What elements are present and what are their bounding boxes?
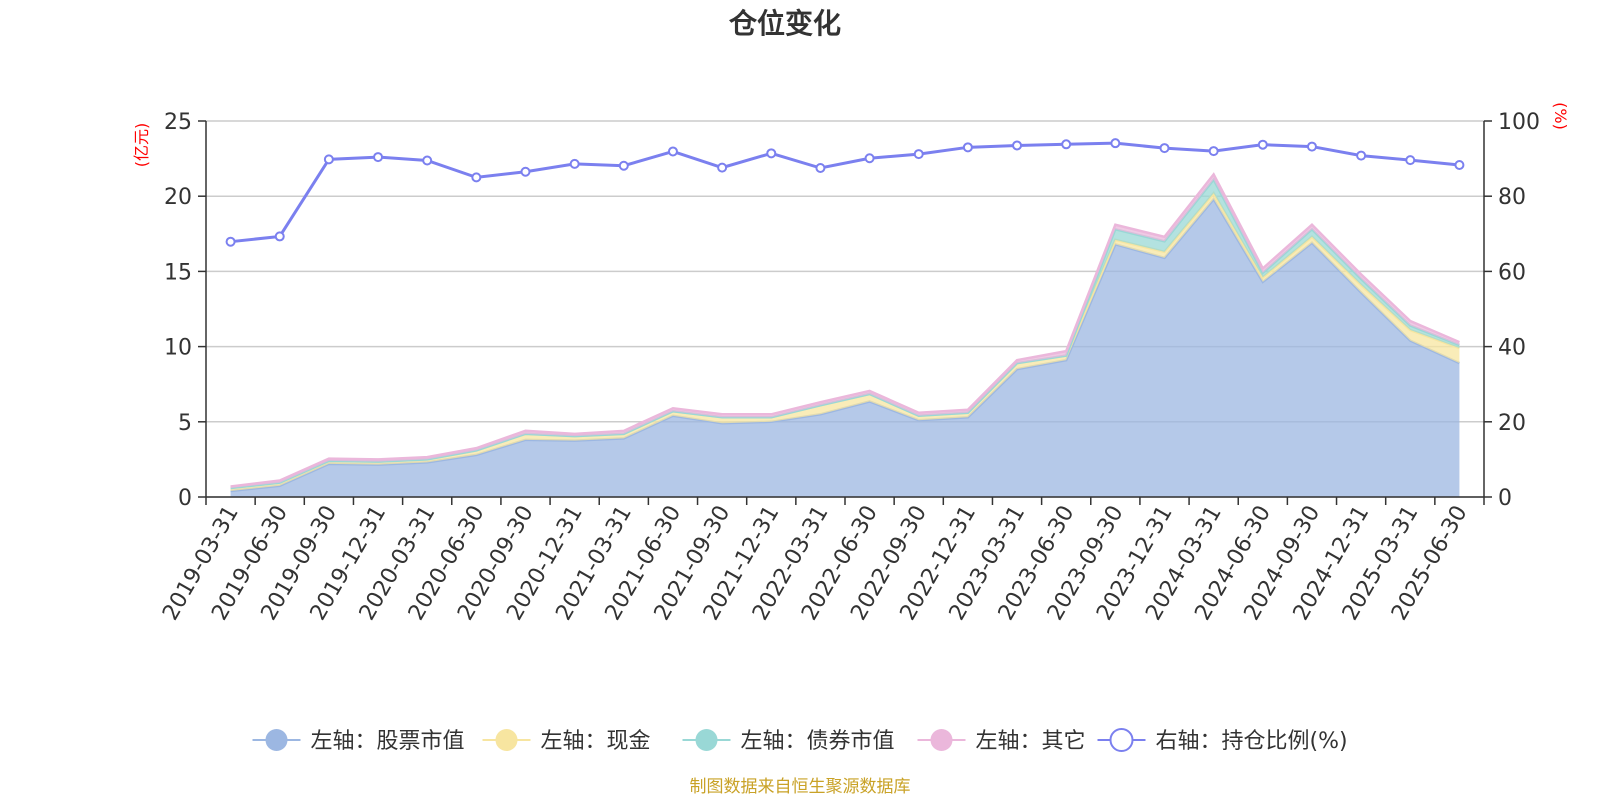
ratio-point — [717, 162, 728, 173]
ratio-point — [373, 152, 384, 163]
ratio-point — [1306, 141, 1317, 152]
right-tick-label: 100 — [1498, 110, 1540, 135]
right-tick-label: 40 — [1498, 336, 1526, 361]
ratio-point — [1110, 138, 1121, 149]
ratio-point — [864, 153, 875, 164]
ratio-point — [225, 236, 236, 247]
ratio-point — [274, 231, 285, 242]
ratio-point — [815, 163, 826, 173]
ratio-point — [1454, 159, 1465, 170]
legend-item: 左轴：现金 — [482, 729, 651, 754]
legend-item: 右轴：持仓比例(%) — [1097, 728, 1348, 754]
legend-marker — [1109, 728, 1134, 752]
legend-marker — [930, 729, 953, 751]
legend-label: 左轴：现金 — [541, 729, 651, 754]
ratio-point — [766, 148, 777, 159]
legend-marker — [495, 729, 518, 751]
stacked-areas — [230, 172, 1460, 497]
right-axis-unit: (%) — [1551, 102, 1570, 130]
left-tick-label: 5 — [178, 411, 192, 436]
ratio-point — [1405, 155, 1416, 166]
ratio-line-path — [230, 141, 1460, 244]
ratio-point — [1356, 150, 1367, 161]
chart-title: 仓位变化 — [729, 7, 841, 40]
legend-label: 右轴：持仓比例(%) — [1156, 729, 1348, 754]
legend-label: 左轴：债券市值 — [741, 729, 895, 754]
right-tick-label: 0 — [1498, 486, 1512, 511]
legend-item: 左轴：债券市值 — [682, 729, 895, 754]
legend-item: 左轴：其它 — [917, 729, 1086, 754]
left-tick-label: 25 — [164, 110, 192, 135]
right-tick-label: 20 — [1498, 411, 1526, 436]
ratio-point — [913, 149, 924, 160]
legend-label: 左轴：股票市值 — [311, 729, 465, 754]
legend-marker — [695, 729, 718, 751]
left-tick-label: 20 — [164, 185, 192, 210]
ratio-point — [422, 155, 433, 166]
ratio-point — [962, 142, 973, 153]
ratio-point — [1208, 146, 1219, 157]
left-tick-label: 10 — [164, 336, 192, 361]
legend: 左轴：股票市值 左轴：现金 左轴：债券市值 左轴：其它 右轴：持仓比例(%) — [252, 728, 1348, 754]
ratio-point — [520, 166, 531, 177]
right-tick-label: 60 — [1498, 260, 1526, 285]
ratio-point — [323, 154, 334, 165]
holding-ratio-line — [225, 138, 1465, 247]
left-tick-label: 15 — [164, 260, 192, 285]
legend-label: 左轴：其它 — [976, 729, 1086, 754]
data-source-note: 制图数据来自恒生聚源数据库 — [690, 777, 911, 797]
ratio-point — [618, 160, 629, 171]
legend-item: 左轴：股票市值 — [252, 729, 465, 754]
area-edge-左轴：其它 — [230, 172, 1460, 488]
ratio-point — [1257, 139, 1268, 150]
ratio-point — [1159, 143, 1170, 154]
left-axis-unit: (亿元) — [132, 123, 151, 168]
ratio-point — [667, 146, 678, 157]
left-tick-label: 0 — [178, 486, 192, 511]
ratio-point — [1061, 139, 1072, 150]
right-tick-label: 80 — [1498, 185, 1526, 210]
legend-marker — [265, 729, 288, 751]
ratio-point — [1012, 140, 1023, 151]
ratio-point — [471, 172, 482, 183]
ratio-point — [569, 158, 580, 169]
area-左轴：股票市值 — [230, 199, 1460, 497]
